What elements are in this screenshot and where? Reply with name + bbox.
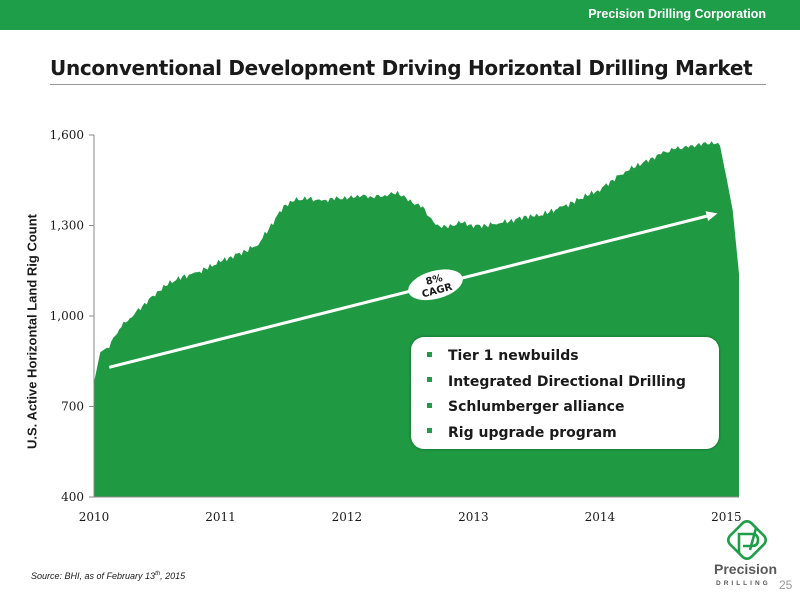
y-tick-label: 1,000	[50, 309, 84, 323]
x-tick-label: 2012	[332, 510, 363, 524]
y-tick-label: 400	[61, 490, 84, 504]
y-tick-label: 700	[61, 400, 84, 414]
callout-item: Integrated Directional Drilling	[427, 371, 719, 397]
x-tick-label: 2010	[79, 510, 110, 524]
logo-subtext: DRILLING	[716, 580, 771, 587]
callout-item: Rig upgrade program	[427, 422, 719, 448]
source-note: Source: BHI, as of February 13th, 2015	[31, 571, 186, 581]
callout-item: Tier 1 newbuilds	[427, 345, 719, 371]
page-number: 25	[779, 578, 793, 592]
cagr-badge-shape	[408, 269, 463, 301]
page-title: Unconventional Development Driving Horiz…	[50, 56, 753, 80]
company-name: Precision Drilling Corporation	[588, 7, 766, 21]
callout-item: Schlumberger alliance	[427, 396, 719, 422]
x-tick-label: 2015	[711, 510, 742, 524]
x-tick-label: 2013	[458, 510, 489, 524]
bullet-icon	[427, 351, 432, 357]
x-tick-label: 2014	[585, 510, 616, 524]
trend-arrow-line	[108, 214, 708, 369]
y-axis-label: U.S. Active Horizontal Land Rig Count	[24, 214, 40, 449]
logo-wordmark: Precision	[714, 561, 778, 577]
cagr-label: 8%	[425, 273, 444, 288]
x-tick-label: 2011	[205, 510, 236, 524]
bullet-icon	[427, 428, 432, 433]
y-tick-label: 1,300	[50, 219, 84, 233]
precision-logo-icon	[726, 520, 768, 561]
cagr-badge: 8%CAGR	[408, 269, 463, 301]
bullet-icon	[427, 377, 432, 382]
y-tick-label: 1,600	[50, 128, 84, 142]
callout-box: Tier 1 newbuilds Integrated Directional …	[411, 337, 719, 449]
trend-arrowhead	[705, 211, 718, 221]
bullet-icon	[427, 402, 432, 408]
title-divider	[50, 84, 766, 85]
header-bar: Precision Drilling Corporation	[0, 0, 800, 30]
